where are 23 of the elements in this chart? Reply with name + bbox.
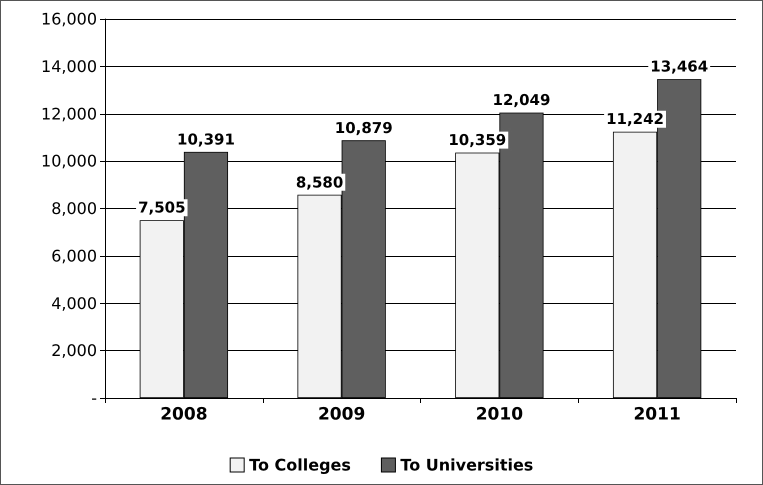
data-label: 7,505 — [138, 198, 186, 217]
x-tick-label: 2011 — [633, 404, 681, 424]
data-label: 10,391 — [177, 130, 235, 148]
y-tick-label: 12,000 — [41, 104, 97, 124]
y-tick-label: 2,000 — [51, 341, 97, 360]
data-label: 12,049 — [492, 91, 550, 110]
y-tick-label: - — [91, 388, 97, 408]
data-label: 8,580 — [296, 173, 344, 192]
data-label: 11,242 — [606, 110, 664, 128]
x-tick-label: 2008 — [160, 404, 208, 424]
legend-label: To Universities — [400, 456, 534, 474]
y-tick-label: 10,000 — [41, 152, 97, 171]
y-tick-label: 4,000 — [51, 294, 97, 313]
data-label: 10,359 — [448, 131, 506, 150]
data-label: 13,464 — [650, 58, 708, 76]
y-tick-label: 8,000 — [51, 199, 97, 218]
y-tick-label: 6,000 — [51, 246, 97, 266]
y-tick-label: 16,000 — [41, 10, 97, 28]
y-tick-label: 14,000 — [41, 56, 97, 76]
x-tick-label: 2010 — [476, 404, 524, 424]
x-tick-label: 2009 — [318, 404, 366, 424]
legend-label: To Colleges — [249, 456, 351, 474]
data-label: 10,879 — [334, 118, 393, 137]
